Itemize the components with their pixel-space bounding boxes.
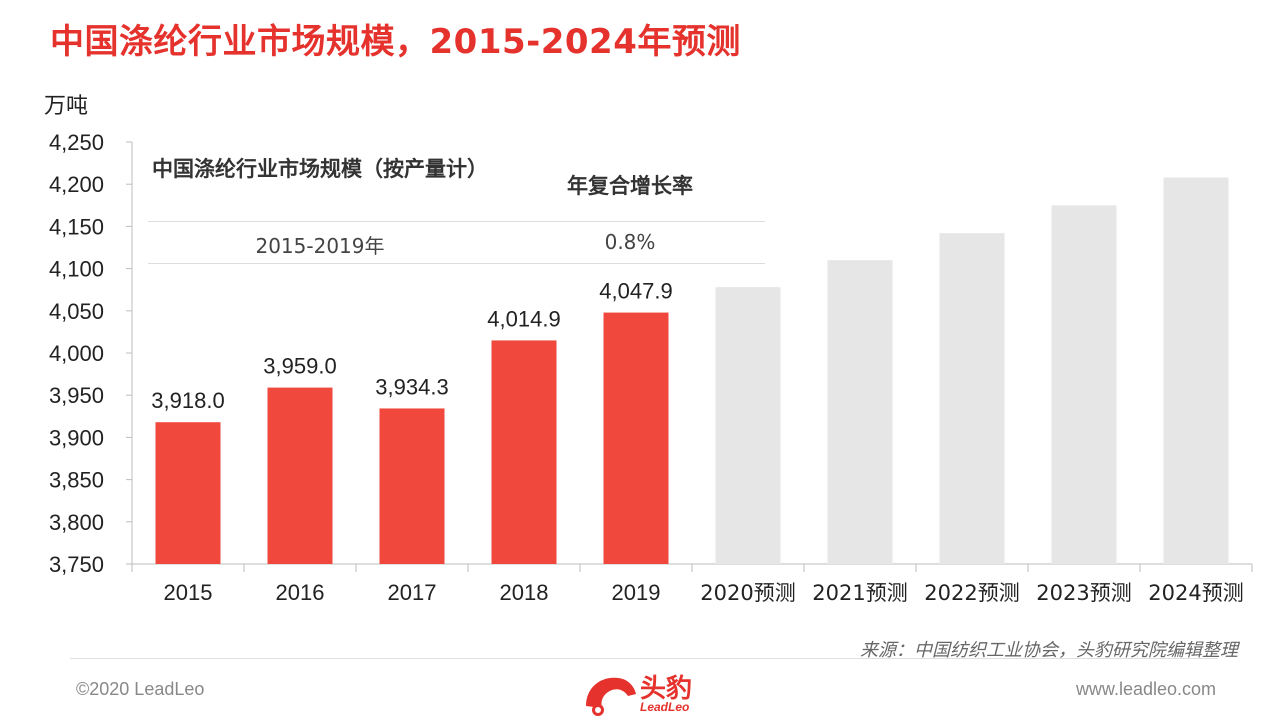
y-tick-label: 3,850 (49, 468, 104, 493)
cagr-table-divider-top (148, 221, 765, 222)
y-tick-label: 4,200 (49, 172, 104, 197)
forecast-bar (1163, 177, 1229, 564)
y-tick-label: 3,750 (49, 552, 104, 577)
y-tick-label: 4,000 (49, 341, 104, 366)
actual-bar (603, 312, 669, 564)
x-tick-label: 2023预测 (1036, 581, 1131, 605)
y-tick-label: 4,150 (49, 214, 104, 239)
data-label: 3,918.0 (151, 388, 224, 413)
x-tick-label: 2020预测 (700, 581, 795, 605)
cagr-header-growth-rate: 年复合增长率 (567, 174, 693, 198)
y-tick-label: 3,950 (49, 383, 104, 408)
website-link[interactable]: www.leadleo.com (1075, 679, 1216, 699)
y-tick-label: 4,100 (49, 257, 104, 282)
data-label: 4,047.9 (599, 279, 672, 304)
x-tick-label: 2024预测 (1148, 581, 1243, 605)
forecast-bar (715, 287, 781, 564)
forecast-bar (939, 233, 1005, 565)
data-label: 3,959.0 (263, 354, 336, 379)
y-axis-unit-label: 万吨 (44, 94, 89, 119)
x-tick-label: 2019 (612, 580, 661, 605)
forecast-bar (827, 260, 893, 564)
actual-bar (155, 422, 221, 564)
copyright-text: ©2020 LeadLeo (76, 679, 205, 699)
y-tick-label: 4,050 (49, 299, 104, 324)
cagr-period: 2015-2019年 (255, 234, 385, 258)
actual-bar (491, 340, 557, 564)
data-label: 3,934.3 (375, 374, 448, 399)
x-tick-label: 2022预测 (924, 581, 1019, 605)
forecast-bar (1051, 205, 1117, 565)
x-tick-label: 2021预测 (812, 581, 907, 605)
x-tick-label: 2016 (276, 580, 325, 605)
source-note: 来源：中国纺织工业协会，头豹研究院编辑整理 (860, 640, 1238, 661)
actual-bar (379, 408, 445, 564)
y-tick-label: 3,900 (49, 425, 104, 450)
x-tick-label: 2017 (388, 580, 437, 605)
logo-text-cn: 头豹 (640, 674, 693, 704)
x-tick-label: 2015 (164, 580, 213, 605)
leadleo-logo-icon (586, 677, 636, 716)
logo-text-en: LeadLeo (640, 700, 690, 714)
page-title: 中国涤纶行业市场规模，2015-2024年预测 (50, 22, 741, 62)
cagr-rate: 0.8% (604, 230, 656, 254)
data-label: 4,014.9 (487, 306, 560, 331)
cagr-header-market-size: 中国涤纶行业市场规模（按产量计） (152, 157, 488, 181)
footer-divider (70, 658, 1218, 659)
y-tick-label: 3,800 (49, 510, 104, 535)
actual-bar (267, 387, 333, 564)
cagr-table-divider-bottom (148, 263, 765, 264)
y-tick-label: 4,250 (49, 130, 104, 155)
x-tick-label: 2018 (500, 580, 549, 605)
